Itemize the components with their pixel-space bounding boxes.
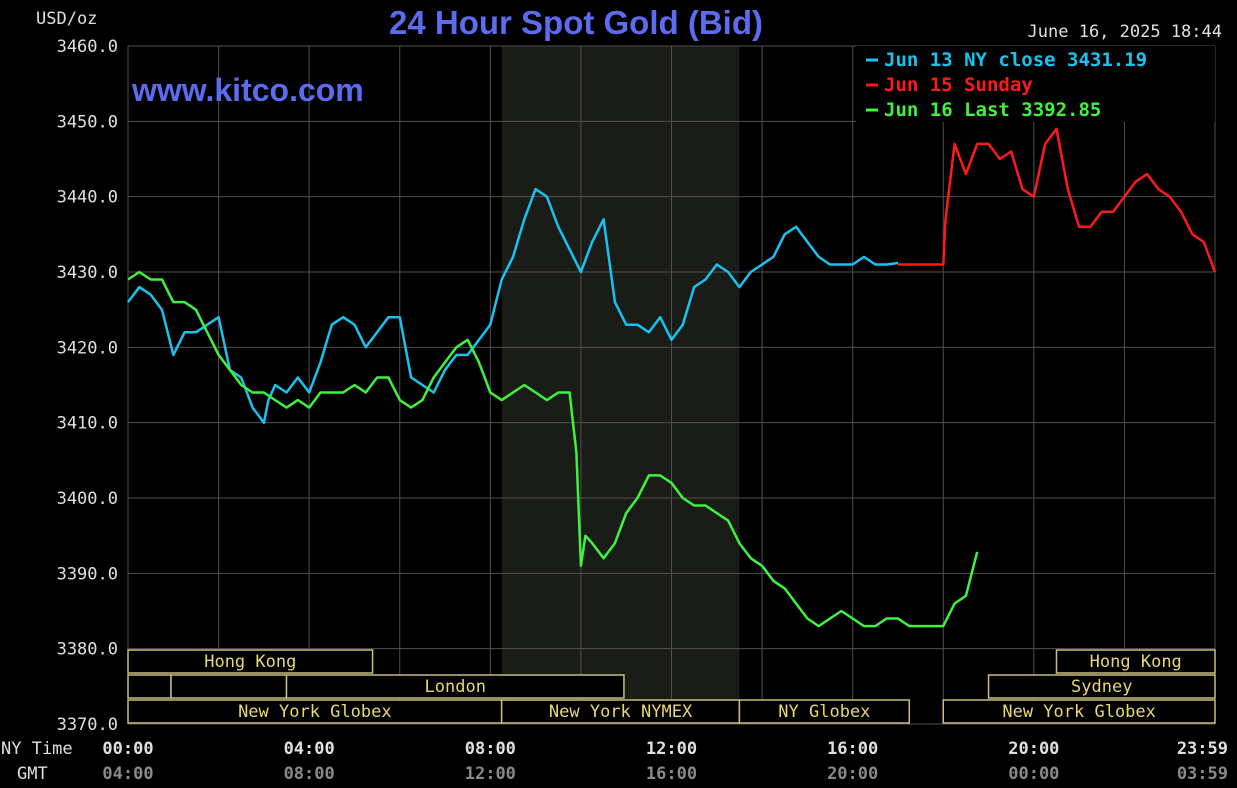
x-tick-label-ny: 12:00	[646, 739, 697, 759]
series-line-jun15	[898, 127, 1217, 273]
x-tick-label-gmt: 03:59	[1177, 764, 1228, 784]
unit-label: USD/oz	[36, 9, 97, 29]
y-axis-ticks: 3460.0 3450.0 3440.0 3430.0 3420.0 3410.0 3400…	[57, 37, 118, 735]
nymex-session-shade	[501, 46, 740, 724]
session-box	[127, 649, 374, 674]
session-box	[170, 674, 288, 699]
x-tick-label-gmt: 08:00	[284, 764, 335, 784]
gmt-label: GMT	[17, 764, 48, 784]
legend-box	[856, 46, 1215, 122]
y-tick-label: 3390.0	[57, 564, 118, 584]
x-axis-ticks: 00:00 04:00 04:00 08:00 08:00 12:00 12:00 16:00…	[102, 739, 1228, 784]
session-label: New York Globex	[238, 702, 392, 722]
x-tick-label-ny: 20:00	[1008, 739, 1059, 759]
x-tick-label-ny: 16:00	[827, 739, 878, 759]
series-line-jun16	[127, 270, 979, 628]
y-tick-label: 3410.0	[57, 414, 118, 434]
y-tick-label: 3440.0	[57, 188, 118, 208]
x-tick-label-ny: 08:00	[465, 739, 516, 759]
y-tick-label: 3380.0	[57, 640, 118, 660]
y-tick-label: 3420.0	[57, 338, 118, 358]
legend-entry-jun16: Jun 16 Last 3392.85	[884, 99, 1101, 121]
y-tick-label: 3450.0	[57, 112, 118, 132]
y-tick-label: 3400.0	[57, 489, 118, 509]
chart-title: 24 Hour Spot Gold (Bid)	[389, 4, 763, 41]
legend-entry-jun15: Jun 15 Sunday	[884, 74, 1033, 96]
x-tick-label-ny: 23:59	[1177, 739, 1228, 759]
x-tick-label-gmt: 12:00	[465, 764, 516, 784]
legend-entry-jun13: Jun 13 NY close 3431.19	[884, 49, 1147, 71]
x-tick-label-ny: 04:00	[284, 739, 335, 759]
session-box	[738, 699, 911, 724]
y-tick-label: 3370.0	[57, 715, 118, 735]
session-box	[987, 674, 1216, 699]
y-tick-label: 3430.0	[57, 263, 118, 283]
session-label: Hong Kong	[1090, 652, 1182, 672]
session-label: NY Globex	[778, 702, 870, 722]
market-sessions: Hong Kong London New York Globex New York N…	[127, 649, 1216, 724]
timestamp: June 16, 2025 18:44	[1028, 22, 1222, 42]
session-label: New York NYMEX	[549, 702, 693, 722]
session-label: London	[425, 677, 486, 697]
session-box	[942, 699, 1216, 724]
x-tick-label-ny: 00:00	[102, 739, 153, 759]
y-tick-label: 3460.0	[57, 37, 118, 57]
session-label: Hong Kong	[204, 652, 296, 672]
series-line-jun13	[127, 187, 899, 424]
x-tick-label-gmt: 00:00	[1008, 764, 1059, 784]
x-tick-label-gmt: 20:00	[827, 764, 878, 784]
x-tick-label-gmt: 16:00	[646, 764, 697, 784]
session-box	[285, 674, 625, 699]
chart-grid	[127, 45, 1216, 725]
x-tick-label-gmt: 04:00	[102, 764, 153, 784]
session-label: Sydney	[1071, 677, 1132, 697]
session-box	[127, 674, 172, 699]
watermark-url: www.kitco.com	[131, 72, 364, 108]
session-label: New York Globex	[1002, 702, 1156, 722]
legend: Jun 13 NY close 3431.19 Jun 15 Sunday Jun …	[856, 46, 1215, 122]
session-box	[1055, 649, 1216, 674]
ny-time-label: NY Time	[1, 739, 73, 759]
price-lines	[127, 127, 1217, 628]
